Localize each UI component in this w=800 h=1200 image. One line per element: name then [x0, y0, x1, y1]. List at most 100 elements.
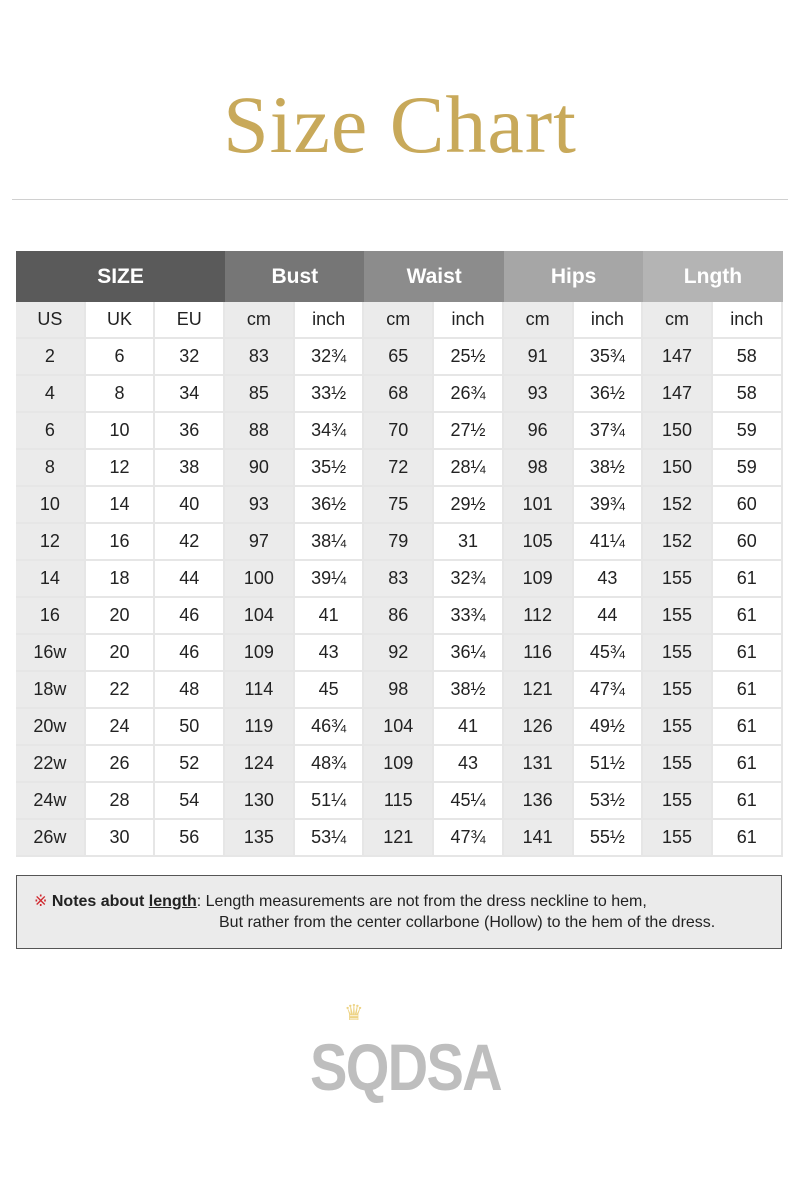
table-row: 14 18 44 100 39¼ 83 32¾ 109 43 155 61	[16, 561, 783, 598]
reference-mark-icon: ※	[34, 893, 48, 910]
table-cell: 85	[225, 376, 295, 413]
table-row: 8 12 38 90 35½ 72 28¼ 98 38½ 150 59	[16, 450, 783, 487]
table-cell: 150	[643, 413, 713, 450]
table-cell: 12	[16, 524, 86, 561]
table-row: 6 10 36 88 34¾ 70 27½ 96 37¾ 150 59	[16, 413, 783, 450]
table-cell: 38¼	[294, 524, 365, 561]
watermark-text: SQDSA	[310, 1030, 503, 1104]
table-cell: 32	[155, 339, 226, 376]
table-cell: 65	[364, 339, 435, 376]
table-cell: 32¾	[434, 561, 504, 598]
table-cell: 45¾	[573, 635, 644, 672]
table-row: 20w 24 50 119 46¾ 104 41 126 49½ 155 61	[16, 709, 783, 746]
table-row: 16 20 46 104 41 86 33¾ 112 44 155 61	[16, 598, 783, 635]
table-cell: 39¾	[573, 487, 644, 524]
table-cell: 155	[643, 672, 713, 709]
table-cell: 86	[364, 598, 435, 635]
table-cell: 115	[364, 783, 435, 820]
table-cell: 61	[712, 746, 783, 783]
table-row: 26w 30 56 135 53¼ 121 47¾ 141 55½ 155 61	[16, 820, 783, 857]
size-chart-table: SIZE Bust Waist Hips Lngth US UK EU cm inch cm inc…	[16, 251, 783, 857]
table-cell: 50	[155, 709, 226, 746]
table-cell: 38½	[573, 450, 644, 487]
unit-header: inch	[712, 302, 783, 339]
watermark-logo: ♛ SQDSA	[310, 1000, 503, 1110]
table-cell: 43	[573, 561, 644, 598]
table-cell: 53½	[573, 783, 644, 820]
table-cell: 83	[364, 561, 435, 598]
table-cell: 38½	[434, 672, 504, 709]
table-cell: 155	[643, 561, 713, 598]
table-cell: 61	[712, 635, 783, 672]
table-cell: 109	[225, 635, 295, 672]
table-cell: 121	[364, 820, 435, 857]
table-cell: 34	[155, 376, 226, 413]
table-cell: 35¾	[573, 339, 644, 376]
table-cell: 30	[85, 820, 156, 857]
table-cell: 10	[85, 413, 156, 450]
table-cell: 93	[503, 376, 574, 413]
table-row: 24w 28 54 130 51¼ 115 45¼ 136 53½ 155 61	[16, 783, 783, 820]
table-cell: 116	[503, 635, 574, 672]
table-cell: 18	[85, 561, 156, 598]
table-cell: 46	[155, 598, 226, 635]
table-cell: 72	[364, 450, 435, 487]
table-cell: 20w	[16, 709, 86, 746]
group-header-waist: Waist	[364, 251, 504, 302]
table-cell: 155	[643, 709, 713, 746]
table-cell: 28¼	[434, 450, 504, 487]
table-cell: 43	[434, 746, 504, 783]
table-cell: 104	[364, 709, 435, 746]
unit-header: inch	[573, 302, 644, 339]
table-cell: 135	[225, 820, 295, 857]
table-cell: 136	[503, 783, 574, 820]
table-cell: 130	[225, 783, 295, 820]
table-cell: 45¼	[434, 783, 504, 820]
table-cell: 46	[155, 635, 226, 672]
unit-header: UK	[85, 302, 156, 339]
table-row: 12 16 42 97 38¼ 79 31 105 41¼ 152 60	[16, 524, 783, 561]
table-cell: 33¾	[434, 598, 504, 635]
table-cell: 32¾	[294, 339, 365, 376]
table-cell: 61	[712, 561, 783, 598]
table-cell: 48¾	[294, 746, 365, 783]
note-heading: Notes about length	[52, 893, 197, 910]
table-cell: 91	[503, 339, 574, 376]
table-cell: 12	[85, 450, 156, 487]
table-cell: 44	[155, 561, 226, 598]
table-cell: 26	[85, 746, 156, 783]
table-row: 18w 22 48 114 45 98 38½ 121 47¾ 155 61	[16, 672, 783, 709]
table-cell: 155	[643, 783, 713, 820]
table-cell: 51½	[573, 746, 644, 783]
table-cell: 42	[155, 524, 226, 561]
note-text-1: : Length measurements are not from the d…	[196, 893, 647, 910]
table-cell: 68	[364, 376, 435, 413]
table-cell: 47¾	[434, 820, 504, 857]
table-cell: 47¾	[573, 672, 644, 709]
unit-header: cm	[364, 302, 435, 339]
table-cell: 58	[712, 376, 783, 413]
table-cell: 48	[155, 672, 226, 709]
table-cell: 104	[225, 598, 295, 635]
note-line-1: ※ Notes about length: Length measurement…	[34, 891, 647, 911]
table-cell: 60	[712, 487, 783, 524]
unit-header: cm	[643, 302, 713, 339]
table-cell: 101	[503, 487, 574, 524]
table-cell: 155	[643, 746, 713, 783]
table-cell: 152	[643, 487, 713, 524]
table-cell: 2	[16, 339, 86, 376]
table-cell: 124	[225, 746, 295, 783]
table-cell: 6	[85, 339, 156, 376]
table-cell: 92	[364, 635, 435, 672]
table-cell: 141	[503, 820, 574, 857]
divider	[12, 199, 788, 200]
table-row: 22w 26 52 124 48¾ 109 43 131 51½ 155 61	[16, 746, 783, 783]
unit-header: inch	[294, 302, 365, 339]
table-cell: 22w	[16, 746, 86, 783]
table-cell: 49½	[573, 709, 644, 746]
length-note: ※ Notes about length: Length measurement…	[16, 875, 782, 949]
unit-header: cm	[503, 302, 574, 339]
table-cell: 43	[294, 635, 365, 672]
table-cell: 36	[155, 413, 226, 450]
table-cell: 14	[85, 487, 156, 524]
